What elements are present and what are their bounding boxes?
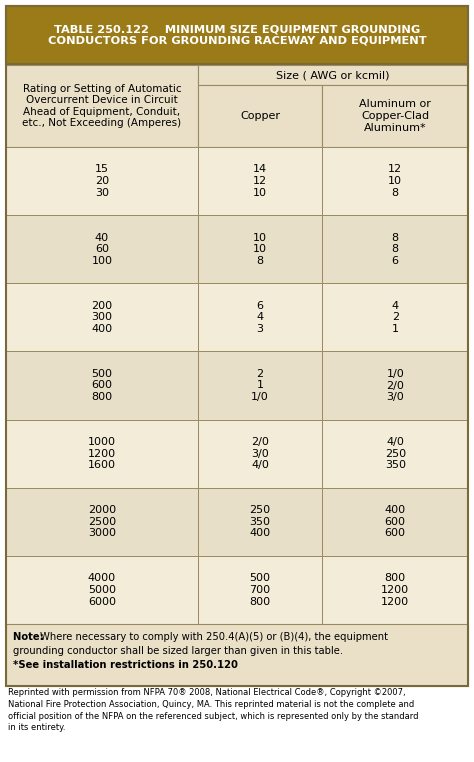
Bar [322, 283, 468, 351]
Text: 4/0
250
350: 4/0 250 350 [385, 437, 406, 470]
Text: 2
1
1/0: 2 1 1/0 [251, 369, 269, 402]
Text: 2000
2500
3000: 2000 2500 3000 [88, 505, 116, 539]
Bar [6, 420, 198, 488]
Bar [198, 283, 322, 351]
Bar [198, 215, 322, 283]
Bar [6, 6, 468, 686]
Bar [6, 147, 198, 215]
Bar [322, 488, 468, 555]
Bar [322, 555, 468, 624]
Text: 250
350
400: 250 350 400 [249, 505, 271, 539]
Bar [6, 555, 198, 624]
Bar [6, 351, 198, 420]
Text: 4
2
1: 4 2 1 [392, 301, 399, 334]
Text: 10
10
8: 10 10 8 [253, 232, 267, 266]
Text: 40
60
100: 40 60 100 [91, 232, 112, 266]
Text: 800
1200
1200: 800 1200 1200 [381, 573, 409, 607]
Text: 14
12
10: 14 12 10 [253, 165, 267, 197]
Bar [198, 351, 322, 420]
Bar [322, 215, 468, 283]
Text: *See installation restrictions in 250.120: *See installation restrictions in 250.12… [13, 660, 238, 670]
Text: Where necessary to comply with 250.4(A)(5) or (B)(4), the equipment: Where necessary to comply with 250.4(A)(… [40, 632, 388, 642]
Text: grounding conductor shall be sized larger than given in this table.: grounding conductor shall be sized large… [13, 646, 343, 656]
Text: Copper: Copper [240, 111, 280, 121]
Bar [198, 85, 322, 147]
Bar [322, 147, 468, 215]
Bar [198, 65, 468, 85]
Bar [198, 555, 322, 624]
Bar [322, 351, 468, 420]
Bar [198, 147, 322, 215]
Text: 500
600
800: 500 600 800 [91, 369, 112, 402]
Text: 1000
1200
1600: 1000 1200 1600 [88, 437, 116, 470]
Bar [6, 6, 468, 64]
Bar [198, 420, 322, 488]
Bar [6, 65, 198, 147]
Text: Note:: Note: [13, 632, 51, 642]
Text: 15
20
30: 15 20 30 [95, 165, 109, 197]
Bar [198, 488, 322, 555]
Text: Rating or Setting of Automatic
Overcurrent Device in Circuit
Ahead of Equipment,: Rating or Setting of Automatic Overcurre… [22, 84, 182, 129]
Bar [6, 624, 468, 686]
Bar [322, 85, 468, 147]
Bar [6, 283, 198, 351]
Text: 2/0
3/0
4/0: 2/0 3/0 4/0 [251, 437, 269, 470]
Text: Aluminum or
Copper-Clad
Aluminum*: Aluminum or Copper-Clad Aluminum* [359, 99, 431, 133]
Text: Size ( AWG or kcmil): Size ( AWG or kcmil) [276, 70, 390, 80]
Bar [6, 215, 198, 283]
Bar [322, 420, 468, 488]
Text: 500
700
800: 500 700 800 [249, 573, 271, 607]
Text: 200
300
400: 200 300 400 [91, 301, 112, 334]
Bar [6, 488, 198, 555]
Text: Reprinted with permission from NFPA 70® 2008, National Electrical Code®, Copyrig: Reprinted with permission from NFPA 70® … [8, 688, 419, 732]
Text: 8
8
6: 8 8 6 [392, 232, 399, 266]
Text: 12
10
8: 12 10 8 [388, 165, 402, 197]
Text: 4000
5000
6000: 4000 5000 6000 [88, 573, 116, 607]
Text: 6
4
3: 6 4 3 [256, 301, 264, 334]
Text: TABLE 250.122    MINIMUM SIZE EQUIPMENT GROUNDING
CONDUCTORS FOR GROUNDING RACEW: TABLE 250.122 MINIMUM SIZE EQUIPMENT GRO… [48, 24, 426, 46]
Text: 400
600
600: 400 600 600 [385, 505, 406, 539]
Text: 1/0
2/0
3/0: 1/0 2/0 3/0 [386, 369, 404, 402]
